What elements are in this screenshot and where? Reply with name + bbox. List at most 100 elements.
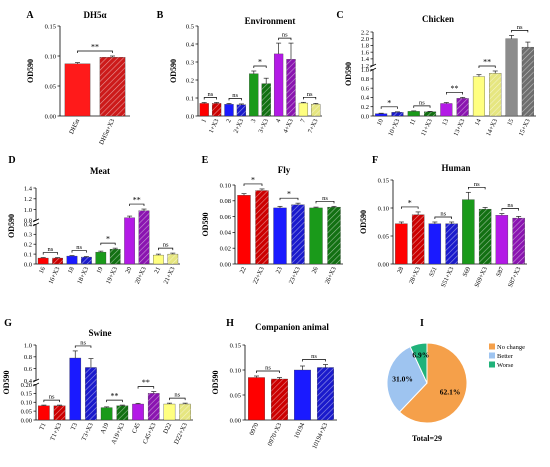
y-tick-label: 0.5 bbox=[186, 23, 194, 30]
x-tick-label: S69+X3 bbox=[473, 266, 489, 289]
bar bbox=[472, 76, 485, 117]
y-tick-label: 0.0 bbox=[361, 113, 369, 120]
significance-bracket bbox=[71, 250, 87, 253]
bar bbox=[64, 63, 91, 117]
panel-g: G Swine 0.00 0.050.10 0.15 0.200.4 0.6 0.8 1.0 OD… bbox=[2, 318, 193, 446]
y-axis-label: OD590 bbox=[2, 371, 11, 395]
bar-hatch bbox=[521, 47, 534, 117]
significance-label: * bbox=[258, 58, 262, 67]
y-tick-label: 2.0 bbox=[361, 36, 369, 43]
panel-title: Human bbox=[441, 163, 470, 173]
bar bbox=[38, 405, 50, 421]
x-tick-label: T1 bbox=[38, 422, 47, 432]
y-tick-label: 0.10 bbox=[378, 205, 389, 212]
y-tick-label: 0.8 bbox=[24, 354, 32, 361]
x-tick-label: 22 bbox=[239, 266, 248, 275]
pie-slice-label: 62.1% bbox=[440, 388, 461, 397]
significance-bracket bbox=[446, 92, 463, 95]
x-tick-label: 2+X3 bbox=[233, 118, 246, 134]
bar bbox=[407, 111, 420, 117]
y-tick-label: 0.05 bbox=[45, 83, 56, 90]
panel-letter: E bbox=[202, 155, 209, 166]
y-tick-label: 0.15 bbox=[45, 23, 56, 30]
bar bbox=[132, 403, 144, 421]
bar bbox=[440, 103, 453, 117]
y-tick-label: 0.05 bbox=[230, 392, 241, 399]
panel-letter: B bbox=[157, 10, 164, 21]
pie-slice bbox=[398, 342, 468, 424]
bar-hatch bbox=[212, 103, 222, 116]
pie-slice bbox=[386, 346, 428, 413]
x-tick-label: D22+X3 bbox=[173, 422, 189, 446]
x-tick-label: 23 bbox=[275, 266, 284, 275]
bar-hatch bbox=[424, 111, 436, 116]
significance-bracket bbox=[43, 399, 60, 403]
bar-hatch bbox=[179, 404, 191, 420]
bar-hatch bbox=[291, 204, 305, 264]
significance-label: ns bbox=[307, 91, 313, 98]
significance-label: ns bbox=[265, 365, 271, 372]
bar bbox=[153, 254, 164, 265]
x-tick-label: T1+X3 bbox=[49, 422, 63, 442]
x-tick-label: A19+X3 bbox=[110, 422, 126, 446]
x-tick-label: 21 bbox=[153, 266, 162, 275]
bar-hatch bbox=[138, 210, 150, 264]
x-tick-label: 3+X3 bbox=[257, 118, 270, 134]
y-tick-label: 0.8 bbox=[24, 218, 32, 225]
bar-hatch bbox=[317, 367, 334, 420]
y-tick-label: 0.0 bbox=[186, 113, 194, 120]
y-tick-label: 0.04 bbox=[220, 230, 232, 237]
bar bbox=[462, 199, 475, 265]
y-tick-label: 0.15 bbox=[378, 177, 389, 184]
bar-hatch bbox=[489, 73, 502, 116]
bar bbox=[273, 53, 284, 117]
panel-i: I 62.1% 31.0% 6.9% No change Better Worse Total… bbox=[386, 318, 525, 443]
x-tick-label: 28 bbox=[396, 266, 405, 275]
bar bbox=[395, 223, 408, 265]
y-tick-label: 0.4 bbox=[24, 222, 33, 229]
x-tick-label: S87+X3 bbox=[507, 266, 523, 289]
x-tick-label: 2 bbox=[225, 118, 233, 124]
panel-title: Environment bbox=[245, 16, 296, 26]
y-tick-label: 0.00 bbox=[220, 261, 231, 268]
significance-label: ns bbox=[282, 32, 288, 39]
y-tick-label: 0.3 bbox=[24, 232, 32, 239]
y-axis-label: OD590 bbox=[201, 213, 210, 237]
x-tick-label: 15 bbox=[506, 118, 515, 127]
significance-bracket bbox=[243, 183, 263, 186]
significance-bracket bbox=[100, 242, 116, 246]
bar-hatch bbox=[456, 98, 469, 116]
bar-hatch bbox=[236, 104, 246, 116]
significance-label: * bbox=[287, 190, 291, 199]
x-tick-label: DH5α+X3 bbox=[98, 118, 116, 146]
pie-slice-label: 6.9% bbox=[412, 350, 429, 359]
y-tick-label: 0.10 bbox=[230, 367, 241, 374]
bar bbox=[199, 103, 209, 117]
significance-bracket bbox=[253, 65, 267, 68]
x-tick-label: 21+X3 bbox=[163, 266, 177, 285]
significance-bracket bbox=[169, 397, 186, 401]
bar-hatch bbox=[311, 104, 321, 116]
panel-title: Swine bbox=[88, 328, 111, 338]
x-tick-label: S69 bbox=[462, 266, 473, 278]
x-tick-label: 10194+X3 bbox=[311, 422, 329, 450]
y-tick-label: 1.2 bbox=[24, 196, 32, 203]
bar bbox=[249, 73, 259, 117]
significance-label: * bbox=[408, 198, 412, 207]
significance-bracket bbox=[278, 37, 292, 41]
significance-label: ns bbox=[419, 99, 425, 106]
significance-label: ns bbox=[474, 181, 480, 188]
significance-label: ns bbox=[208, 91, 214, 98]
panel-letter: F bbox=[372, 155, 378, 166]
y-tick-label: 0.05 bbox=[21, 408, 32, 415]
significance-label: ** bbox=[111, 392, 119, 401]
panel-letter: A bbox=[26, 10, 34, 21]
y-axis-label: OD590 bbox=[169, 59, 178, 83]
y-tick-label: 0.00 bbox=[378, 261, 389, 268]
bar bbox=[375, 113, 388, 117]
bar bbox=[505, 38, 518, 117]
significance-label: ns bbox=[174, 392, 180, 399]
x-tick-label: A19 bbox=[99, 422, 110, 435]
y-tick-label: 0.0 bbox=[24, 261, 32, 268]
significance-label: ns bbox=[440, 211, 446, 218]
